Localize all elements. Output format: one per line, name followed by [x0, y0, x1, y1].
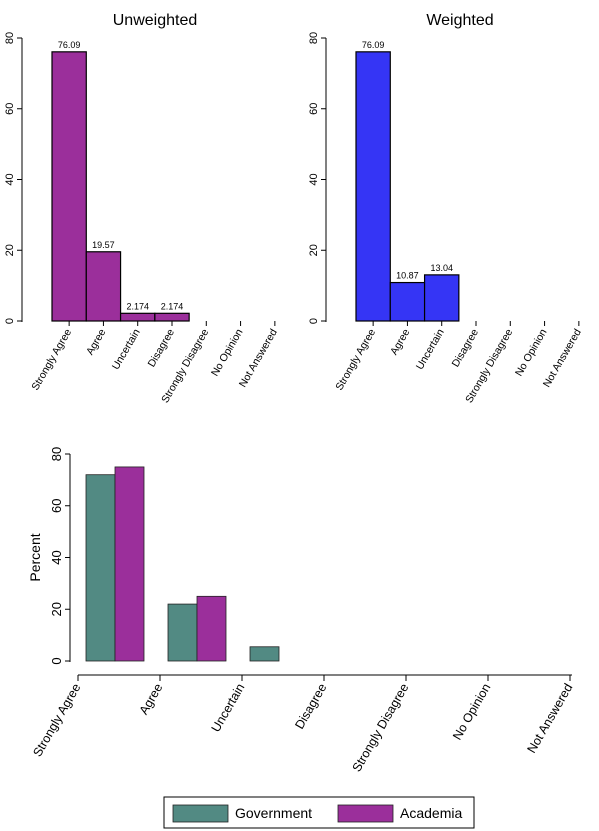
x-tick-label: Agree — [84, 327, 108, 357]
x-tick-label: Disagree — [146, 327, 177, 370]
chart-title: Unweighted — [113, 12, 198, 29]
bar-value-label: 76.09 — [58, 40, 81, 50]
bar-value-label: 2.174 — [161, 301, 184, 311]
bar-government — [249, 646, 280, 662]
y-tick-label: 80 — [49, 447, 64, 461]
y-tick-label: 60 — [308, 103, 320, 115]
y-tick-label: 20 — [308, 244, 320, 256]
y-tick-label: 20 — [49, 602, 64, 616]
x-tick-label: No Opinion — [513, 327, 550, 379]
chart-unweighted: Unweighted 0 20 40 60 80 76.09 19.57 2.174 2.174 S… — [4, 12, 280, 405]
bar-value-label: 13.04 — [430, 263, 453, 273]
x-tick-label: No Opinion — [450, 681, 493, 742]
bar — [423, 274, 460, 322]
y-axis-title: Percent — [27, 533, 43, 581]
x-tick-label: Agree — [388, 327, 412, 357]
y-tick-label: 40 — [4, 173, 16, 185]
legend-label: Government — [235, 805, 312, 821]
y-tick-label: 60 — [49, 499, 64, 513]
bar — [119, 312, 156, 322]
y-tick-label: 0 — [4, 318, 16, 324]
bar — [85, 251, 122, 322]
legend-swatch — [337, 804, 394, 823]
y-tick-label: 0 — [49, 657, 64, 664]
y-tick-label: 40 — [308, 173, 320, 185]
x-tick-label: Not Answered — [524, 681, 575, 755]
bar-academia — [114, 466, 145, 662]
bar — [355, 51, 391, 322]
x-tick-label: Uncertain — [414, 327, 447, 372]
x-tick-label: Strongly Disagree — [350, 681, 412, 774]
bar-value-label: 10.87 — [396, 271, 419, 281]
bar — [154, 312, 190, 322]
bar — [51, 51, 87, 322]
x-tick-label: Uncertain — [209, 681, 248, 734]
bar-government — [167, 603, 198, 662]
bar-value-label: 76.09 — [362, 40, 385, 50]
chart-grouped: 0 20 40 60 80 Percent Strongly Agree Agree Uncer… — [27, 447, 575, 829]
bar-value-label: 19.57 — [92, 240, 115, 250]
x-tick-label: Strongly Agree — [29, 327, 74, 393]
bar — [389, 281, 426, 322]
bar-government — [85, 474, 116, 662]
legend: Government Academia — [163, 796, 475, 829]
x-tick-label: Strongly Agree — [333, 327, 378, 393]
x-tick-label: No Opinion — [209, 327, 246, 379]
legend-label: Academia — [400, 805, 462, 821]
bar-value-label: 2.174 — [126, 301, 149, 311]
x-tick-label: Disagree — [450, 327, 481, 370]
bar-academia — [196, 595, 227, 662]
chart-title: Weighted — [426, 12, 493, 29]
y-tick-label: 80 — [308, 32, 320, 44]
y-tick-label: 0 — [308, 318, 320, 324]
x-tick-label: Disagree — [292, 681, 329, 731]
chart-weighted: Weighted 0 20 40 60 80 76.09 10.87 13.04 Strongly… — [308, 12, 584, 405]
y-tick-label: 40 — [49, 550, 64, 564]
y-tick-label: 80 — [4, 32, 16, 44]
y-tick-label: 60 — [4, 103, 16, 115]
legend-swatch — [172, 804, 229, 823]
y-tick-label: 20 — [4, 244, 16, 256]
x-tick-label: Strongly Agree — [30, 681, 83, 759]
x-tick-label: Uncertain — [110, 327, 143, 372]
x-tick-label: Agree — [137, 681, 166, 717]
